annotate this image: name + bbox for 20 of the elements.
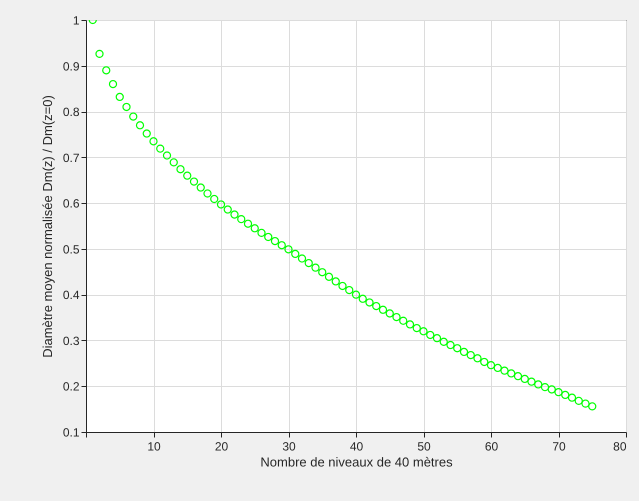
y-tick-label: 0.4 — [62, 288, 80, 302]
x-tick-label: 40 — [350, 440, 364, 454]
y-tick-label: 0.7 — [62, 150, 80, 165]
y-tick-label: 0.3 — [62, 334, 80, 348]
y-tick-label: 0.5 — [62, 242, 80, 256]
y-tick-label: 1 — [72, 14, 80, 28]
y-tick-label: 0.8 — [62, 105, 80, 120]
y-tick-label: 0.9 — [62, 59, 80, 74]
x-tick-label: 10 — [147, 440, 161, 454]
x-tick-label: 30 — [282, 440, 296, 454]
x-tick-label: 70 — [552, 440, 566, 454]
x-axis-title: Nombre de niveaux de 40 mètres — [260, 454, 454, 470]
x-tick-label: 60 — [484, 440, 498, 454]
y-tick-label: 0.1 — [62, 426, 80, 440]
x-tick-label: 50 — [417, 440, 431, 454]
y-tick-label: 0.2 — [62, 380, 80, 394]
y-axis-title: Diamètre moyen normalisée Dm(z) / Dm(z=0) — [40, 95, 55, 358]
y-tick-label: 0.6 — [62, 196, 80, 211]
x-tick-label: 20 — [214, 440, 228, 454]
x-tick-label: 80 — [613, 440, 627, 454]
